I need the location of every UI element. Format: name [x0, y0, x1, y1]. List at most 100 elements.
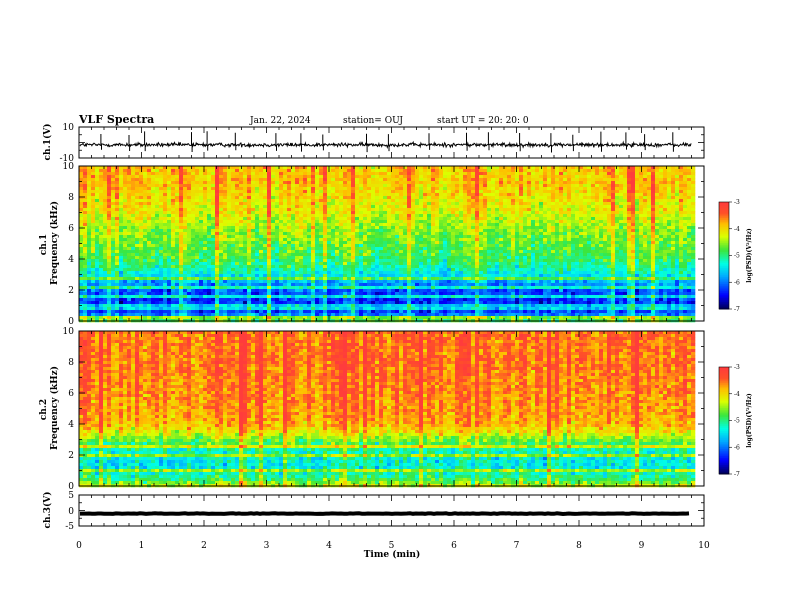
- spectrogram-cell: [655, 226, 660, 230]
- spectrogram-cell: [203, 220, 208, 224]
- spectrogram-cell: [627, 223, 632, 227]
- spectrogram-cell: [639, 253, 644, 257]
- spectrogram-cell: [95, 172, 100, 176]
- spectrogram-cell: [119, 223, 124, 227]
- spectrogram-cell: [615, 178, 620, 182]
- spectrogram-cell: [323, 175, 328, 179]
- spectrogram-cell: [95, 166, 100, 170]
- spectrogram-cell: [675, 211, 680, 215]
- spectrogram-cell: [395, 181, 400, 185]
- spectrogram-cell: [359, 184, 364, 188]
- spectrogram-cell: [287, 187, 292, 191]
- spectrogram-cell: [579, 193, 584, 197]
- spectrogram-cell: [299, 217, 304, 221]
- spectrogram-cell: [407, 181, 412, 185]
- spectrogram-cell: [131, 190, 136, 194]
- spectrogram-cell: [619, 190, 624, 194]
- spectrogram-cell: [115, 220, 120, 224]
- spectrogram-cell: [343, 256, 348, 260]
- spectrogram-cell: [335, 220, 340, 224]
- spectrogram-cell: [279, 250, 284, 254]
- spectrogram-cell: [83, 256, 88, 260]
- spectrogram-cell: [639, 217, 644, 221]
- spectrogram-cell: [395, 199, 400, 203]
- spectrogram-cell: [315, 259, 320, 263]
- spectrogram-cell: [171, 184, 176, 188]
- spectrogram-cell: [107, 166, 112, 170]
- spectrogram-cell: [479, 241, 484, 245]
- spectrogram-cell: [483, 229, 488, 233]
- spectrogram-cell: [239, 217, 244, 221]
- spectrogram-cell: [99, 187, 104, 191]
- spectrogram-cell: [203, 244, 208, 248]
- spectrogram-cell: [611, 232, 616, 236]
- spectrogram-cell: [539, 169, 544, 173]
- spectrogram-cell: [151, 232, 156, 236]
- spectrogram-cell: [475, 169, 480, 173]
- spectrogram-cell: [487, 199, 492, 203]
- spectrogram-cell: [119, 244, 124, 248]
- spectrogram-cell: [527, 205, 532, 209]
- spectrogram-cell: [147, 220, 152, 224]
- spectrogram-cell: [139, 235, 144, 239]
- spectrogram-cell: [667, 169, 672, 173]
- spectrogram-cell: [411, 199, 416, 203]
- spectrogram-cell: [83, 169, 88, 173]
- spectrogram-cell: [135, 247, 140, 251]
- spectrogram-cell: [555, 250, 560, 254]
- spectrogram-cell: [207, 184, 212, 188]
- spectrogram-cell: [111, 172, 116, 176]
- spectrogram-cell: [151, 244, 156, 248]
- spectrogram-cell: [127, 232, 132, 236]
- spectrogram-cell: [307, 193, 312, 197]
- spectrogram-cell: [455, 232, 460, 236]
- spectrogram-cell: [599, 253, 604, 257]
- spectrogram-cell: [651, 220, 656, 224]
- spectrogram-cell: [399, 250, 404, 254]
- spectrogram-cell: [459, 187, 464, 191]
- spectrogram-cell: [683, 214, 688, 218]
- spectrogram-cell: [451, 232, 456, 236]
- spectrogram-cell: [255, 256, 260, 260]
- spectrogram-cell: [159, 220, 164, 224]
- spectrogram-cell: [235, 205, 240, 209]
- spectrogram-cell: [559, 193, 564, 197]
- spectrogram-cell: [483, 181, 488, 185]
- spectrogram-cell: [503, 226, 508, 230]
- spectrogram-cell: [583, 244, 588, 248]
- spectrogram-cell: [579, 172, 584, 176]
- spectrogram-cell: [279, 220, 284, 224]
- spectrogram-cell: [151, 208, 156, 212]
- spectrogram-cell: [495, 166, 500, 170]
- spectrogram-cell: [487, 229, 492, 233]
- spectrogram-cell: [655, 190, 660, 194]
- spectrogram-cell: [219, 172, 224, 176]
- spectrogram-cell: [207, 238, 212, 242]
- spectrogram-cell: [571, 202, 576, 206]
- spectrogram-cell: [83, 184, 88, 188]
- spectrogram-cell: [327, 238, 332, 242]
- spectrogram-cell: [275, 232, 280, 236]
- spectrogram-cell: [91, 208, 96, 212]
- spectrogram-cell: [275, 208, 280, 212]
- spectrogram-cell: [219, 232, 224, 236]
- spectrogram-cell: [219, 187, 224, 191]
- spectrogram-cell: [555, 199, 560, 203]
- spectrogram-cell: [587, 211, 592, 215]
- spectrogram-cell: [167, 184, 172, 188]
- spectrogram-cell: [367, 217, 372, 221]
- spectrogram-cell: [339, 178, 344, 182]
- spectrogram-cell: [243, 196, 248, 200]
- spectrogram-cell: [99, 199, 104, 203]
- spectrogram-cell: [183, 217, 188, 221]
- spectrogram-cell: [435, 220, 440, 224]
- spectrogram-cell: [655, 184, 660, 188]
- spectrogram-cell: [267, 241, 272, 245]
- spectrogram-cell: [567, 169, 572, 173]
- spectrogram-cell: [307, 229, 312, 233]
- spectrogram-cell: [631, 169, 636, 173]
- spectrogram-cell: [311, 232, 316, 236]
- spectrogram-cell: [543, 178, 548, 182]
- spectrogram-cell: [347, 175, 352, 179]
- spectrogram-cell: [219, 235, 224, 239]
